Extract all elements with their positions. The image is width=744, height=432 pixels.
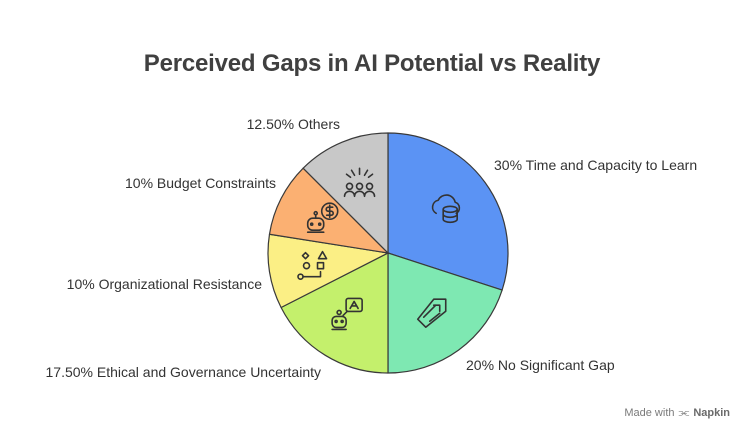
napkin-logo-icon: ⫘: [678, 405, 690, 419]
slice-label: 10% Budget Constraints: [125, 175, 276, 191]
slice-label: 17.50% Ethical and Governance Uncertaint…: [46, 364, 322, 380]
robot-dollar-icon: [306, 202, 339, 234]
robot-speech-icon: [331, 297, 363, 331]
footer-watermark: Made with ⫘ Napkin: [624, 405, 730, 420]
slice-label: 30% Time and Capacity to Learn: [494, 157, 697, 173]
database-cloud-icon: [431, 194, 461, 224]
tag-pointer-icon: [416, 298, 447, 328]
shapes-path-icon: [297, 250, 328, 280]
made-with-text: Made with: [624, 406, 675, 419]
slice-label: 10% Organizational Resistance: [67, 276, 263, 292]
brand-name: Napkin: [693, 406, 730, 419]
slice-label: 20% No Significant Gap: [466, 357, 615, 373]
people-sparkle-icon: [343, 167, 376, 198]
pie-slice: [387, 252, 503, 374]
pie-slice: [267, 233, 389, 309]
chart-title: Perceived Gaps in AI Potential vs Realit…: [143, 50, 601, 77]
slice-label: 12.50% Others: [247, 116, 340, 132]
pie-slice: [280, 252, 389, 374]
